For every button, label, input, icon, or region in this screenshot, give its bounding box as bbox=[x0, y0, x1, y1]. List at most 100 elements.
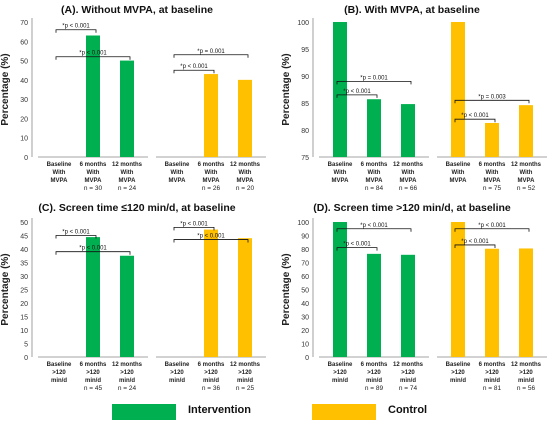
y-tick-label-2-0: 0 bbox=[24, 355, 28, 362]
category-label-2-0-2-2: min/d bbox=[119, 378, 135, 384]
category-label-1-0-2-0: 12 months bbox=[393, 162, 424, 168]
y-tick-label-1-0: 75 bbox=[301, 155, 309, 162]
category-label-0-0-2-0: 12 months bbox=[112, 162, 143, 168]
significance-label-2-0-1: *p < 0.001 bbox=[79, 246, 107, 252]
category-label-0-0-1-0: 6 months bbox=[80, 162, 107, 168]
y-tick-label-0-3: 30 bbox=[20, 97, 28, 104]
category-label-2-0-2-1: >120 bbox=[120, 370, 134, 376]
category-label-0-0-1-1: With bbox=[87, 170, 100, 176]
bar-3-1-2 bbox=[519, 248, 533, 357]
category-label-1-1-2-0: 12 months bbox=[511, 162, 542, 168]
y-tick-label-3-4: 40 bbox=[301, 301, 309, 308]
category-label-1-0-0-0: Baseline bbox=[328, 162, 353, 168]
category-label-2-1-0-1: >120 bbox=[170, 370, 184, 376]
y-axis-label-0: Percentage (%) bbox=[0, 53, 11, 125]
category-label-0-0-2-2: MVPA bbox=[119, 178, 137, 184]
y-tick-label-3-1: 10 bbox=[301, 342, 309, 349]
y-tick-label-3-5: 50 bbox=[301, 288, 309, 295]
y-tick-label-2-9: 45 bbox=[20, 234, 28, 241]
legend-label-control: Control bbox=[388, 404, 428, 416]
category-label-1-1-1-1: With bbox=[486, 170, 499, 176]
category-label-0-1-0-1: With bbox=[171, 170, 184, 176]
significance-bracket-3-1-0 bbox=[454, 244, 496, 248]
y-tick-label-2-3: 15 bbox=[20, 315, 28, 322]
category-label-1-0-0-1: With bbox=[334, 170, 347, 176]
y-tick-label-0-5: 50 bbox=[20, 59, 28, 66]
category-label-3-0-0-0: Baseline bbox=[328, 362, 353, 368]
n-label-2-0-1: n = 45 bbox=[84, 385, 103, 392]
significance-label-0-0-0: *p < 0.001 bbox=[62, 24, 90, 30]
y-tick-label-2-8: 40 bbox=[20, 247, 28, 254]
significance-label-3-0-1: *p < 0.001 bbox=[360, 223, 388, 229]
bar-3-1-1 bbox=[485, 248, 499, 357]
category-label-3-1-1-0: 6 months bbox=[479, 362, 506, 368]
significance-bracket-0-0-1 bbox=[55, 56, 131, 60]
bar-2-1-1 bbox=[204, 229, 218, 357]
significance-bracket-1-0-1 bbox=[336, 81, 412, 85]
y-tick-label-1-1: 80 bbox=[301, 128, 309, 135]
n-label-0-1-1: n = 26 bbox=[202, 185, 221, 192]
significance-label-3-1-1: *p < 0.001 bbox=[478, 223, 506, 229]
bar-2-0-1 bbox=[86, 237, 100, 357]
significance-label-2-0-0: *p < 0.001 bbox=[62, 230, 90, 236]
bar-3-0-1 bbox=[367, 253, 381, 357]
y-tick-label-1-4: 95 bbox=[301, 47, 309, 54]
category-label-0-1-0-0: Baseline bbox=[165, 162, 190, 168]
category-label-0-1-1-0: 6 months bbox=[198, 162, 225, 168]
legend-swatch-intervention bbox=[112, 404, 176, 420]
category-label-0-0-0-2: MVPA bbox=[51, 178, 69, 184]
category-label-1-0-1-2: MVPA bbox=[366, 178, 384, 184]
panel-title-0: (A). Without MVPA, at baseline bbox=[61, 4, 213, 16]
category-label-1-1-1-0: 6 months bbox=[479, 162, 506, 168]
significance-label-3-1-0: *p < 0.001 bbox=[461, 239, 489, 245]
y-tick-label-2-1: 5 bbox=[24, 342, 28, 349]
n-label-1-1-1: n = 75 bbox=[483, 185, 502, 192]
significance-label-3-0-0: *p < 0.001 bbox=[343, 242, 371, 248]
y-tick-label-2-6: 30 bbox=[20, 274, 28, 281]
n-label-0-0-1: n = 30 bbox=[84, 185, 103, 192]
category-label-2-1-1-1: >120 bbox=[204, 370, 218, 376]
category-label-3-0-2-1: >120 bbox=[401, 370, 415, 376]
category-label-1-0-2-1: With bbox=[402, 170, 415, 176]
y-tick-label-2-7: 35 bbox=[20, 261, 28, 268]
n-label-3-0-1: n = 89 bbox=[365, 385, 384, 392]
y-tick-label-3-7: 70 bbox=[301, 261, 309, 268]
panel-title-3: (D). Screen time >120 min/d, at baseline bbox=[313, 202, 511, 214]
y-axis-label-3: Percentage (%) bbox=[281, 253, 292, 325]
significance-bracket-3-1-1 bbox=[454, 228, 530, 232]
y-tick-label-1-2: 85 bbox=[301, 101, 309, 108]
category-label-3-1-1-1: >120 bbox=[485, 370, 499, 376]
category-label-2-1-1-0: 6 months bbox=[198, 362, 225, 368]
category-label-0-1-2-1: With bbox=[239, 170, 252, 176]
panel-title-1: (B). With MVPA, at baseline bbox=[344, 4, 480, 16]
category-label-0-0-0-1: With bbox=[53, 170, 66, 176]
significance-label-2-1-1: *p < 0.001 bbox=[197, 234, 225, 240]
category-label-1-1-2-1: With bbox=[520, 170, 533, 176]
n-label-3-0-2: n = 74 bbox=[399, 385, 418, 392]
category-label-2-0-2-0: 12 months bbox=[112, 362, 143, 368]
category-label-2-0-1-0: 6 months bbox=[80, 362, 107, 368]
y-tick-label-0-1: 10 bbox=[20, 136, 28, 143]
significance-bracket-2-0-0 bbox=[55, 235, 97, 239]
y-tick-label-3-3: 30 bbox=[301, 315, 309, 322]
y-tick-label-3-9: 90 bbox=[301, 234, 309, 241]
y-tick-label-2-4: 20 bbox=[20, 301, 28, 308]
y-tick-label-0-2: 20 bbox=[20, 116, 28, 123]
bar-0-0-1 bbox=[86, 35, 100, 157]
y-tick-label-0-7: 70 bbox=[20, 20, 28, 27]
category-label-3-1-0-0: Baseline bbox=[446, 362, 471, 368]
category-label-1-0-0-2: MVPA bbox=[332, 178, 350, 184]
category-label-0-1-2-0: 12 months bbox=[230, 162, 261, 168]
n-label-0-1-2: n = 20 bbox=[236, 185, 255, 192]
y-tick-label-2-5: 25 bbox=[20, 288, 28, 295]
bar-2-1-2 bbox=[238, 238, 252, 357]
y-tick-label-0-4: 40 bbox=[20, 78, 28, 85]
bar-0-1-1 bbox=[204, 74, 218, 157]
category-label-3-1-0-2: min/d bbox=[450, 378, 466, 384]
category-label-3-0-0-1: >120 bbox=[333, 370, 347, 376]
category-label-0-0-2-1: With bbox=[121, 170, 134, 176]
significance-label-0-0-1: *p < 0.001 bbox=[79, 51, 107, 57]
category-label-0-1-1-2: MVPA bbox=[203, 178, 221, 184]
category-label-3-0-2-0: 12 months bbox=[393, 362, 424, 368]
legend-label-intervention: Intervention bbox=[188, 404, 251, 416]
